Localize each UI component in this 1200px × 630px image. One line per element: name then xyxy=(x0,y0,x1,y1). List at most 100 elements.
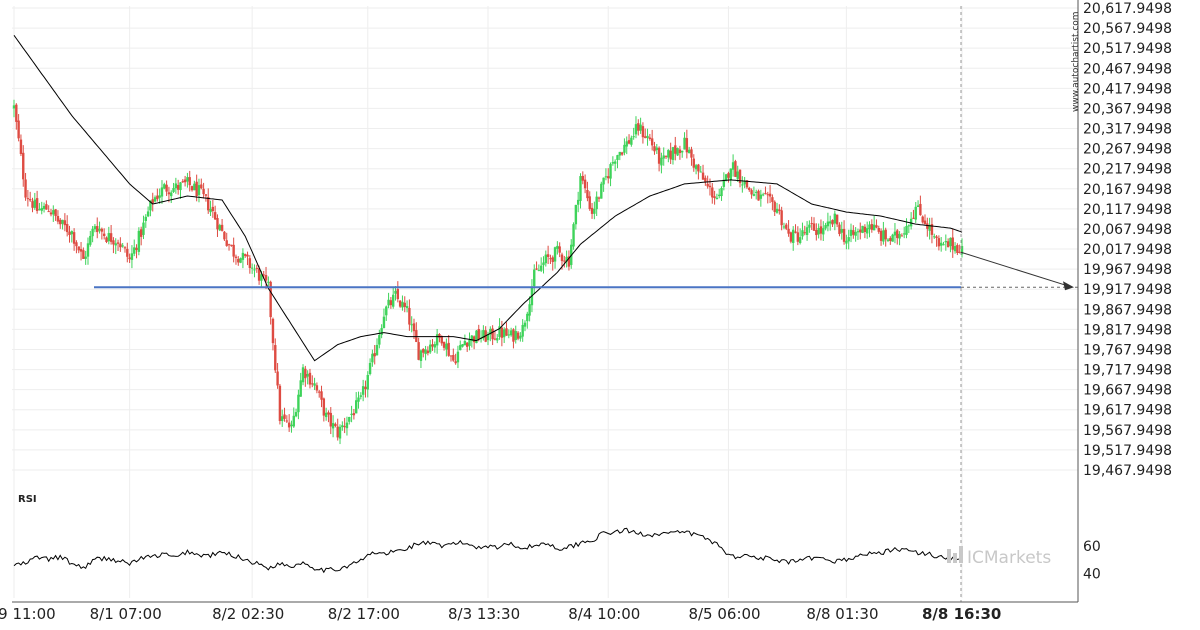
candle-body xyxy=(380,328,383,335)
candle-body xyxy=(500,327,504,338)
candle-body xyxy=(863,226,867,232)
candle-body xyxy=(655,147,658,151)
candle-body xyxy=(63,220,67,226)
candle-body xyxy=(190,186,194,191)
candle-body xyxy=(706,183,709,187)
candle-body xyxy=(889,238,892,241)
candle-body xyxy=(267,281,270,283)
candle-body xyxy=(472,336,476,343)
candle-body xyxy=(315,385,319,391)
candle-body xyxy=(946,241,950,248)
candle-body xyxy=(523,322,527,327)
candle-body xyxy=(163,184,166,189)
candle-body xyxy=(907,225,911,227)
candle-body xyxy=(348,416,351,422)
candle-body xyxy=(186,177,189,182)
candle-body xyxy=(255,267,258,269)
y-tick-label: 20,117.9498 xyxy=(1083,202,1172,218)
candle-body xyxy=(200,184,203,189)
candle-body xyxy=(389,300,393,306)
candle-body xyxy=(745,180,749,188)
candle-body xyxy=(829,221,832,224)
candle-body xyxy=(701,172,705,180)
candle-body xyxy=(951,237,954,250)
candle-body xyxy=(491,328,494,340)
candle-body xyxy=(387,299,390,306)
candle-body xyxy=(211,206,215,211)
candle-body xyxy=(89,235,92,245)
candle-body xyxy=(174,183,178,189)
candle-body xyxy=(366,374,369,390)
candle-body xyxy=(373,353,376,357)
y-tick-label: 20,217.9498 xyxy=(1083,162,1172,178)
candle-body xyxy=(956,245,959,253)
candle-body xyxy=(824,225,827,229)
candle-body xyxy=(708,185,712,188)
candle-body xyxy=(324,412,328,418)
candle-body xyxy=(715,197,719,200)
candle-body xyxy=(826,221,830,227)
candle-body xyxy=(960,246,964,255)
candle-body xyxy=(262,274,265,276)
candle-body xyxy=(297,394,300,413)
candle-body xyxy=(768,193,772,197)
y-tick-label: 19,467.9498 xyxy=(1083,463,1172,479)
candle-body xyxy=(808,224,811,228)
candle-body xyxy=(526,313,529,322)
candle-body xyxy=(583,179,587,189)
candle-body xyxy=(274,345,277,371)
rsi-tick-label: 40 xyxy=(1083,566,1101,582)
candle-body xyxy=(507,334,511,336)
candle-body xyxy=(364,386,367,390)
candle-body xyxy=(780,210,783,226)
candle-body xyxy=(886,239,890,241)
candle-body xyxy=(70,231,74,235)
candle-body xyxy=(322,398,326,416)
candle-body xyxy=(445,343,448,350)
candle-body xyxy=(516,332,520,339)
candle-body xyxy=(761,194,765,196)
candle-body xyxy=(65,223,69,233)
candle-body xyxy=(422,349,425,353)
candle-body xyxy=(116,242,120,244)
candle-body xyxy=(428,344,432,353)
candle-body xyxy=(893,231,897,236)
candle-body xyxy=(146,211,150,217)
candle-body xyxy=(294,412,298,417)
candle-body xyxy=(789,232,793,242)
candle-body xyxy=(632,136,635,138)
candle-body xyxy=(875,225,878,228)
candle-body xyxy=(128,257,131,260)
candle-body xyxy=(667,149,670,158)
candle-body xyxy=(244,254,247,256)
candle-body xyxy=(93,226,97,230)
x-tick-label: 8/2 17:00 xyxy=(328,605,400,623)
projection-arrowhead xyxy=(1063,281,1074,291)
candle-body xyxy=(588,196,591,210)
candle-body xyxy=(884,229,887,240)
candle-body xyxy=(301,367,305,383)
candle-body xyxy=(207,197,210,211)
candle-body xyxy=(623,144,626,153)
candle-body xyxy=(748,187,751,191)
candle-body xyxy=(752,194,756,196)
candle-body xyxy=(586,189,589,199)
candle-body xyxy=(757,190,760,201)
candle-body xyxy=(921,216,924,223)
candle-body xyxy=(634,124,638,135)
candle-body xyxy=(597,197,601,199)
candle-body xyxy=(546,254,550,257)
candle-body xyxy=(641,126,645,138)
y-tick-label: 20,567.9498 xyxy=(1083,21,1172,37)
candle-body xyxy=(170,192,173,197)
candle-body xyxy=(553,247,557,262)
candle-body xyxy=(926,223,929,229)
candle-body xyxy=(916,205,920,208)
candle-body xyxy=(549,258,552,260)
candle-body xyxy=(133,247,136,254)
candle-body xyxy=(246,254,249,257)
candle-body xyxy=(579,176,582,201)
candle-body xyxy=(292,415,295,427)
candle-body xyxy=(230,244,233,246)
x-tick-label: 8/8 16:30 xyxy=(922,605,1001,623)
